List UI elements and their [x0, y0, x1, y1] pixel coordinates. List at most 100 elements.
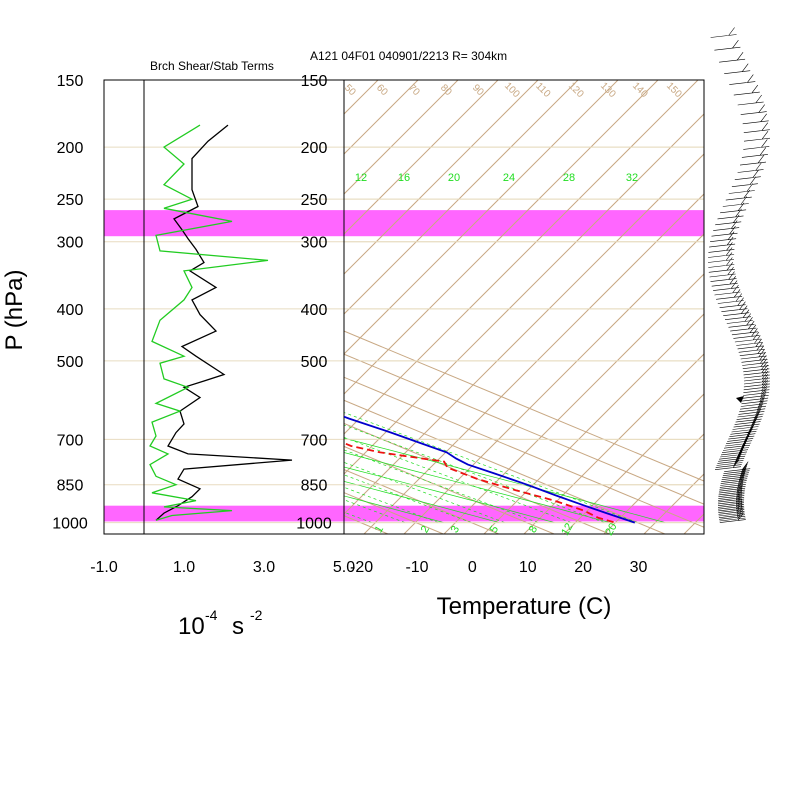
isotherm-40 [344, 376, 704, 528]
dry-adiabat-19 [704, 34, 800, 594]
mixing-ratio-label-5: 32 [626, 172, 638, 184]
dry-adiabat-labels: 50 60 70 80 90 100 110 120 130 140 150 [342, 80, 684, 100]
skewt-background-grid [0, 34, 800, 594]
dry-adiabat-label-3: 80 [438, 82, 454, 98]
isotherm-60 [344, 330, 704, 482]
unit-base: 10 [178, 613, 205, 640]
stability-panel-grid [104, 79, 704, 534]
right-x-tick-1: -10 [405, 559, 428, 576]
right-x-tick-3: 10 [519, 559, 537, 576]
mixing-ratio-bottom-label-3: 5 [488, 524, 501, 535]
mixing-ratio-label-1: 16 [398, 172, 410, 184]
dry-adiabat-14 [563, 393, 704, 534]
moist-adiabat-1 [344, 481, 500, 523]
mixing-ratio-bottom-label-0: 1 [373, 524, 386, 535]
isotherm--50 [0, 80, 222, 534]
dry-adiabat-12 [483, 313, 704, 534]
left-y-tick-labels: 150 200 250 300 400 500 700 850 1000 [52, 73, 88, 533]
wind-barb-pennant [736, 396, 744, 403]
dewpoint-line [344, 442, 616, 524]
right-y-tick-3: 300 [301, 235, 328, 252]
right-y-tick-6: 700 [301, 432, 328, 449]
unit-base-exponent: -4 [205, 607, 218, 623]
dry-adiabat-1 [344, 80, 499, 235]
left-y-tick-6: 700 [57, 432, 84, 449]
unit-seconds: s [232, 613, 244, 640]
right-y-tick-4: 400 [301, 302, 328, 319]
isotherm-50 [344, 353, 704, 505]
left-panel-title: Brch Shear/Stab Terms [150, 59, 274, 73]
mixing-ratio-label-3: 24 [503, 172, 515, 184]
right-y-tick-7: 850 [301, 478, 328, 495]
dry-adiabat-16 [643, 473, 704, 534]
mixing-ratio-bottom-label-5: 12 [559, 521, 576, 538]
mixing-ratio-line-0 [0, 147, 327, 522]
left-x-tick-2: 3.0 [253, 559, 275, 576]
left-x-tick-1: 1.0 [173, 559, 195, 576]
highlight-bands [104, 210, 704, 522]
moist-adiabat-4 [344, 437, 666, 523]
stability-line [155, 124, 293, 521]
dry-adiabat--1 [344, 80, 419, 155]
left-y-tick-1: 200 [57, 140, 84, 157]
left-y-tick-5: 500 [57, 354, 84, 371]
dry-adiabat-label-1: 60 [374, 82, 390, 98]
mixing-ratio-bottom-label-2: 3 [449, 524, 462, 535]
right-x-tick-2: 0 [468, 559, 477, 576]
x-axis-label-units: 10 -4 s -2 [178, 607, 263, 640]
left-y-tick-3: 300 [57, 235, 84, 252]
right-y-tick-2: 250 [301, 192, 328, 209]
dry-adiabat-10 [403, 233, 704, 534]
unit-seconds-exponent: -2 [250, 607, 263, 623]
mixing-ratio-label-0: 12 [355, 172, 367, 184]
y-axis-label: P (hPa) [1, 270, 28, 351]
mixing-ratio-bottom-label-6: 20 [603, 521, 620, 538]
right-y-tick-0: 150 [301, 73, 328, 90]
isotherm-30 [344, 399, 666, 534]
right-y-tick-labels: 150 200 250 300 400 500 700 850 1000 [296, 73, 332, 533]
highlight-band-1 [104, 505, 704, 522]
dry-adiabat-8 [344, 153, 704, 515]
dry-adiabat-label-7: 120 [566, 80, 586, 100]
dry-adiabat-21 [784, 34, 800, 594]
isotherm-20 [344, 422, 610, 534]
mixing-ratio-label-4: 28 [563, 172, 575, 184]
moist-adiabat-3 [344, 452, 610, 523]
dry-adiabat-label-6: 110 [533, 81, 552, 100]
dry-adiabat-20 [744, 34, 800, 594]
left-y-tick-2: 250 [57, 192, 84, 209]
isotherm--40 [0, 80, 277, 534]
dry-adiabat-7 [344, 113, 704, 475]
left-y-tick-7: 850 [57, 478, 84, 495]
mixing-ratio-line-7 [344, 437, 572, 523]
left-y-tick-4: 400 [57, 302, 84, 319]
temperature-line [344, 415, 636, 524]
right-x-tick-4: 20 [574, 559, 592, 576]
mixing-ratio-labels: 12 16 20 24 28 321 2 3 5 8 12 20 [355, 172, 638, 538]
dry-adiabat-11 [443, 273, 704, 534]
wind-barbs [707, 27, 771, 523]
right-y-tick-5: 500 [301, 354, 328, 371]
right-x-tick-0: -20 [350, 559, 373, 576]
mixing-ratio-label-2: 20 [448, 172, 460, 184]
left-x-tick-labels: -1.0 1.0 3.0 5.0 [90, 559, 355, 576]
dry-adiabat-label-9: 140 [630, 80, 650, 100]
moist-adiabat-2 [344, 466, 555, 523]
right-panel-title: A121 04F01 040901/2213 R= 304km [310, 49, 507, 63]
isotherm--30 [0, 80, 333, 534]
right-x-tick-labels: -20 -10 0 10 20 30 [350, 559, 647, 576]
wind-barb-profile [707, 27, 771, 523]
x-axis-label-temperature: Temperature (C) [437, 593, 612, 620]
right-y-tick-8: 1000 [296, 516, 332, 533]
dry-adiabat-9 [363, 193, 704, 534]
mixing-ratio-bottom-label-1: 2 [419, 524, 432, 535]
shear-line [149, 124, 269, 521]
isotherm-10 [344, 445, 555, 534]
skewt-series [344, 415, 636, 524]
left-y-tick-0: 150 [57, 73, 84, 90]
dry-adiabat-5 [344, 80, 659, 395]
dry-adiabat-4 [344, 80, 619, 355]
dry-adiabat-0 [344, 80, 459, 195]
stability-series [149, 124, 293, 521]
